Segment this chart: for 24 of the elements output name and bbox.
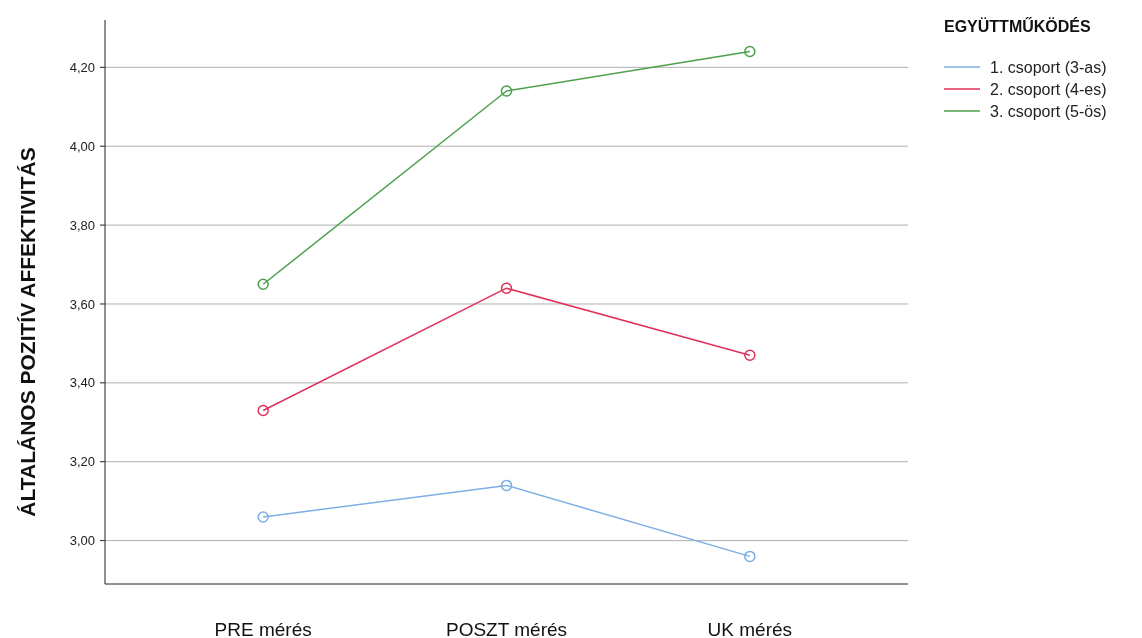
point	[500, 282, 513, 294]
x-tick-label: PRE mérés	[214, 619, 312, 638]
point	[744, 45, 756, 58]
legend-label: 2. csoport (4-es)	[990, 80, 1107, 98]
x-tick-label: POSZT mérés	[445, 619, 568, 638]
point	[257, 404, 269, 417]
legend-label: 1. csoport (3-as)	[990, 58, 1107, 76]
y-tick-label: 3,60	[69, 296, 95, 312]
y-tick-label: 3,20	[69, 454, 95, 470]
y-tick-label: 4,20	[69, 59, 95, 75]
point	[257, 511, 269, 523]
y-tick-label: 3,00	[69, 533, 95, 549]
point	[500, 479, 513, 492]
legend-title: EGYÜTTMŰKÖDÉS	[944, 17, 1091, 35]
point	[500, 85, 513, 97]
point	[744, 550, 756, 563]
y-tick-label: 3,80	[69, 217, 95, 233]
x-tick-label: UK mérés	[707, 619, 793, 638]
point	[744, 349, 756, 361]
y-axis-title: ÁLTALÁNOS POZITÍV AFFEKTIVITÁS	[16, 147, 39, 517]
y-tick-label: 4,00	[69, 138, 95, 154]
y-tick-label: 3,40	[69, 375, 95, 391]
legend-label: 3. csoport (5-ös)	[990, 102, 1107, 120]
point	[257, 278, 269, 290]
